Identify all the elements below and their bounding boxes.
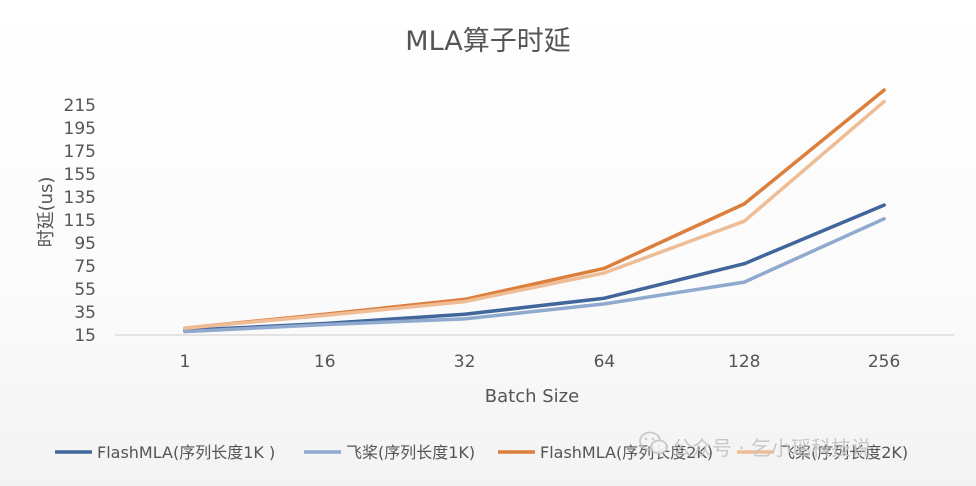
legend-label: FlashMLA(序列长度2K): [540, 443, 713, 462]
watermark-text: 公众号 · 乞小瑶科技说: [672, 436, 871, 460]
series-4-point: [183, 326, 187, 330]
series-4-point: [462, 300, 467, 304]
x-tick-label: 256: [868, 352, 900, 372]
x-axis-ticks: 1 16 32 64 128 256: [180, 352, 901, 372]
x-tick-label: 128: [728, 352, 760, 372]
series-4-point: [602, 271, 607, 275]
legend-item: 飞桨(序列长度2K): [737, 443, 908, 462]
series-lines: [183, 88, 886, 334]
legend-label: 飞桨(序列长度2K): [779, 443, 908, 462]
y-tick-label: 155: [64, 165, 96, 185]
y-tick-label: 35: [74, 303, 96, 323]
series-4-point: [323, 313, 327, 318]
series-2-point: [742, 280, 746, 284]
y-axis-title: 时延(us): [36, 177, 57, 248]
y-tick-label: 55: [74, 280, 96, 300]
y-axis-ticks: 15 35 55 75 95 115 135 155 175 195 215: [64, 96, 96, 346]
y-tick-label: 135: [64, 188, 96, 208]
y-tick-label: 15: [74, 326, 96, 346]
x-tick-label: 1: [180, 352, 191, 372]
series-1-point: [602, 296, 607, 300]
chart-title: MLA算子时延: [405, 26, 570, 57]
series-2-point: [183, 329, 187, 334]
series-3-point: [602, 266, 607, 270]
series-2-point: [462, 317, 467, 321]
series-1-point: [462, 312, 467, 316]
series-4-point: [742, 219, 746, 223]
series-2-point: [882, 217, 886, 221]
series-line-4: [183, 99, 886, 330]
x-axis-title: Batch Size: [485, 386, 579, 407]
legend-label: 飞桨(序列长度1K): [346, 443, 475, 462]
watermark: 公众号 · 乞小瑶科技说: [639, 431, 871, 460]
y-tick-label: 215: [64, 96, 96, 116]
x-tick-label: 16: [314, 352, 336, 372]
y-tick-label: 115: [64, 211, 96, 231]
series-3-point: [742, 202, 746, 206]
x-tick-label: 32: [454, 352, 476, 372]
legend-label: FlashMLA(序列长度1K ): [97, 443, 275, 462]
series-4-point: [882, 99, 886, 104]
legend-item: FlashMLA(序列长度2K): [498, 443, 713, 462]
series-2-point: [323, 323, 327, 327]
series-line-2: [183, 217, 886, 334]
y-tick-label: 95: [74, 234, 96, 254]
legend: FlashMLA(序列长度1K ) 飞桨(序列长度1K) FlashMLA(序列长度…: [55, 443, 908, 462]
y-tick-label: 195: [64, 119, 96, 139]
x-tick-label: 64: [594, 352, 616, 372]
legend-item: FlashMLA(序列长度1K ): [55, 443, 275, 462]
series-1-point: [882, 203, 886, 207]
legend-item: 飞桨(序列长度1K): [304, 443, 475, 462]
series-line-3: [183, 88, 886, 330]
wechat-icon: [639, 431, 668, 455]
series-1-point: [742, 262, 746, 266]
y-tick-label: 75: [74, 257, 96, 277]
series-2-point: [602, 302, 607, 306]
series-3-point: [882, 88, 886, 92]
y-tick-label: 175: [64, 142, 96, 162]
